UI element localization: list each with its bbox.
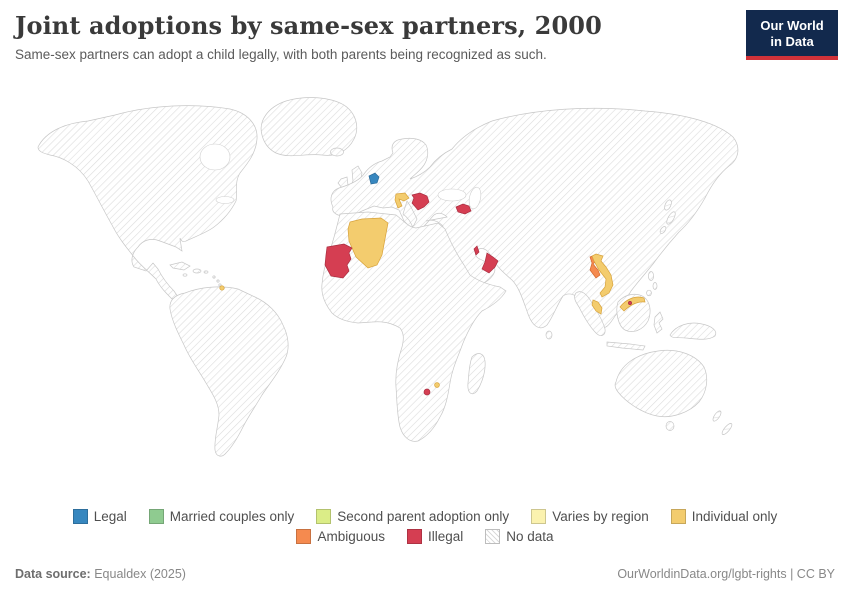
country-malaysia-peninsular[interactable] [591,299,603,315]
landmass-java[interactable] [606,341,646,351]
landmass-new-zealand-north[interactable] [712,410,723,423]
landmass-sri-lanka[interactable] [545,330,553,340]
country-malaysia-borneo[interactable] [619,296,646,312]
legend-swatch [406,529,422,544]
landmass-madagascar[interactable] [467,353,486,395]
world-map[interactable] [0,95,850,505]
landmass-sulawesi[interactable] [653,311,664,334]
legend-swatch [72,509,88,524]
country-brunei[interactable] [628,301,632,305]
legend-item-ambiguous[interactable]: Ambiguous [296,529,385,544]
legend-item-label: Illegal [427,529,464,544]
legend-item-label: Married couples only [169,509,295,524]
landmass-iceland[interactable] [330,147,344,157]
landmass-hispaniola[interactable] [192,268,202,274]
landmass-south-america[interactable] [169,286,289,457]
chart-footer: Data source: Equaldex (2025) OurWorldinD… [15,567,835,581]
landmass-japan-honshu[interactable] [665,211,677,226]
owid-logo-line2: in Data [770,33,814,49]
caspian-sea [468,186,482,210]
legend-swatch [316,509,332,524]
page-title: Joint adoptions by same-sex partners, 20… [15,11,602,40]
country-azerbaijan[interactable] [455,203,472,215]
owid-logo-line1: Our World [760,18,824,33]
country-lesotho[interactable] [423,388,431,396]
country-qatar[interactable] [473,245,480,256]
legend-swatch [670,509,686,524]
legend-item-no-data[interactable]: No data [485,529,554,544]
landmass-new-zealand-south[interactable] [721,422,734,436]
landmass-philippines-mindanao[interactable] [646,289,652,297]
country-oman[interactable] [481,252,499,274]
country-serbia[interactable] [411,192,430,211]
page-subtitle: Same-sex partners can adopt a child lega… [15,46,547,62]
legend-item-label: Varies by region [552,509,649,524]
landmass-cuba[interactable] [169,261,191,271]
country-eswatini[interactable] [434,382,440,388]
legend-swatch [148,509,164,524]
legend-item-legal[interactable]: Legal [72,509,127,524]
lesser-antilles-3[interactable] [218,283,222,287]
legend-item-illegal[interactable]: Illegal [406,529,464,544]
legend-item-label: Individual only [691,509,778,524]
attribution-link[interactable]: OurWorldinData.org/lgbt-rights | CC BY [617,567,835,581]
landmass-philippines-visayas[interactable] [652,282,658,290]
landmass-new-guinea[interactable] [669,322,717,340]
map-legend: Legal Married couples only Second parent a… [0,509,850,549]
world-map-svg [37,97,739,457]
landmass-philippines-luzon[interactable] [648,271,654,281]
lesser-antilles-1[interactable] [212,275,216,279]
landmass-sumatra[interactable] [574,291,606,336]
landmass-puerto-rico[interactable] [203,270,209,274]
legend-swatch [531,509,547,524]
legend-row: Ambiguous Illegal No data [0,529,850,544]
lesser-antilles-2[interactable] [216,279,220,283]
country-croatia[interactable] [394,192,410,209]
legend-row: Legal Married couples only Second parent a… [0,509,850,524]
country-vietnam[interactable] [591,253,614,298]
legend-item-label: Ambiguous [317,529,385,544]
landmass-japan-hokkaido[interactable] [663,199,673,211]
landmass-tasmania[interactable] [665,421,675,431]
chart-header: Joint adoptions by same-sex partners, 20… [15,12,730,62]
legend-item-label: No data [506,529,554,544]
legend-item-label: Second parent adoption only [337,509,510,524]
owid-logo[interactable]: Our World in Data [746,10,838,61]
hudson-bay [199,143,231,171]
data-source-label: Data source: [15,567,91,581]
legend-swatch [485,529,501,544]
landmass-jamaica[interactable] [182,273,188,277]
legend-item-married-couples-only[interactable]: Married couples only [148,509,295,524]
legend-swatch [296,529,312,544]
legend-item-second-parent-adoption-only[interactable]: Second parent adoption only [316,509,509,524]
landmass-japan-kyushu[interactable] [659,225,667,234]
landmass-africa[interactable] [321,211,507,442]
country-trinidad-and-tobago[interactable] [219,285,225,291]
landmass-greenland[interactable] [260,97,358,157]
landmass-australia[interactable] [614,349,708,418]
legend-item-varies-by-region[interactable]: Varies by region [531,509,649,524]
country-netherlands[interactable] [368,172,380,185]
data-source-value: Equaldex (2025) [94,567,186,581]
country-algeria[interactable] [347,217,389,269]
black-sea [437,188,467,202]
great-lakes [215,196,235,204]
country-mauritania[interactable] [324,243,353,279]
legend-item-individual-only[interactable]: Individual only [670,509,778,524]
legend-item-label: Legal [93,509,127,524]
data-source: Data source: Equaldex (2025) [15,567,186,581]
